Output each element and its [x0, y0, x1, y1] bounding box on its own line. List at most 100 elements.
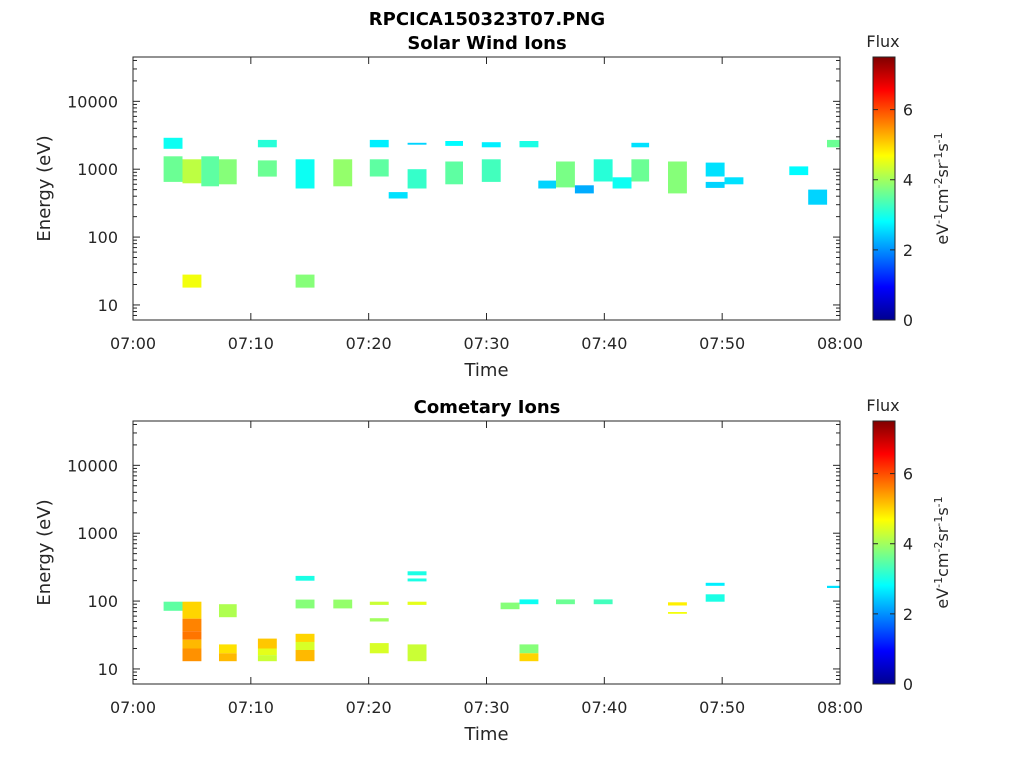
plot-frame [132, 420, 841, 685]
spectrogram-cell [407, 644, 427, 662]
spectrogram-cell [631, 142, 650, 148]
colorbar-tick-label: 2 [903, 605, 913, 624]
spectrogram-cell [445, 161, 463, 185]
colorbar-gradient [872, 420, 896, 685]
spectrogram-cell [519, 653, 539, 662]
spectrogram-cell [705, 162, 725, 177]
spectrogram-cell [182, 631, 202, 640]
x-tick-label: 08:00 [817, 334, 863, 353]
x-axis-label: Time [463, 724, 508, 745]
plot-axes: 07:00 07:10 07:20 07:30 07:40 07:50 08:00 10 100… [34, 420, 863, 745]
spectrogram-cell [257, 160, 277, 177]
x-tick-label: 07:30 [463, 698, 509, 717]
spectrogram-cell [519, 599, 539, 605]
x-axis-label: Time [463, 360, 508, 381]
spectrogram-cell [182, 274, 202, 288]
spectrogram-cell [519, 141, 539, 148]
colorbar: Flux 0 2 4 6 eV-1cm-2sr-1s-1 [866, 396, 952, 694]
spectrogram-cells [163, 137, 840, 288]
colorbar: Flux 0 2 4 6 eV-1cm-2sr-1s-1 [866, 32, 952, 330]
spectrogram-cell [574, 185, 594, 194]
spectrogram-cell [182, 639, 202, 649]
spectrogram-cell [481, 142, 501, 148]
x-tick-label: 07:50 [699, 698, 745, 717]
panel-title: Solar Wind Ions [407, 33, 566, 54]
spectrogram-cell [445, 141, 463, 146]
spectrogram-cell [163, 137, 183, 149]
y-tick-label: 100 [87, 592, 118, 611]
colorbar-label: eV-1cm-2sr-1s-1 [932, 496, 953, 608]
spectrogram-cell [295, 599, 315, 609]
spectrogram-cell [369, 643, 389, 654]
spectrogram-cell [388, 192, 408, 199]
y-tick-label: 1000 [77, 160, 118, 179]
spectrogram-cell [407, 571, 427, 576]
spectrogram-cell [257, 648, 277, 656]
spectrogram-cell [201, 156, 219, 187]
colorbar-tick-label: 0 [903, 675, 913, 694]
spectrogram-cell [295, 650, 315, 662]
colorbar-tick-label: 0 [903, 311, 913, 330]
plot-frame [132, 56, 841, 321]
spectrogram-cells [163, 571, 840, 662]
colorbar-tick-label: 4 [903, 535, 913, 554]
colorbar-tick-label: 2 [903, 241, 913, 260]
spectrogram-cell [333, 159, 353, 187]
spectrogram-cell [219, 644, 237, 654]
colorbar-title: Flux [866, 396, 899, 415]
spectrogram-cell [668, 602, 687, 606]
spectrogram-cell [333, 599, 353, 609]
x-tick-label: 07:50 [699, 334, 745, 353]
y-tick-label: 1000 [77, 524, 118, 543]
spectrogram-cell [163, 601, 183, 611]
spectrogram-cell [257, 139, 277, 148]
spectrogram-cell [407, 142, 427, 145]
spectrogram-cell [705, 594, 725, 602]
colorbar-label: eV-1cm-2sr-1s-1 [932, 132, 953, 244]
x-tick-label: 07:10 [228, 334, 274, 353]
cometary-ions-panel: Cometary Ions 07:00 07:10 07:20 07:30 07:40 0… [34, 396, 952, 745]
colorbar-tick-label: 6 [903, 465, 913, 484]
spectrogram-cell [500, 602, 520, 610]
y-tick-label: 10 [98, 296, 118, 315]
x-tick-label: 07:30 [463, 334, 509, 353]
spectrogram-cell [257, 655, 277, 662]
spectrogram-cell [789, 166, 809, 176]
spectrogram-cell [295, 274, 315, 288]
colorbar-gradient [872, 56, 896, 321]
spectrogram-cell [827, 139, 840, 148]
spectrogram-cell [369, 601, 389, 605]
spectrogram-cell [724, 177, 744, 185]
x-tick-label: 07:40 [581, 334, 627, 353]
y-axis-label: Energy (eV) [34, 499, 55, 605]
x-tick-label: 07:20 [346, 334, 392, 353]
x-tick-label: 07:00 [110, 698, 156, 717]
colorbar-tick-label: 6 [903, 101, 913, 120]
spectrogram-cell [593, 599, 613, 605]
spectrogram-cell [295, 633, 315, 642]
spectrogram-cell [219, 653, 237, 662]
x-tick-label: 08:00 [817, 698, 863, 717]
spectrogram-cell [538, 180, 556, 189]
x-tick-label: 07:20 [346, 698, 392, 717]
spectrogram-cell [705, 582, 725, 586]
spectrogram-cell [705, 181, 725, 188]
colorbar-tick-label: 4 [903, 171, 913, 190]
spectrogram-cell [163, 156, 183, 182]
x-tick-label: 07:10 [228, 698, 274, 717]
spectrogram-cell [612, 177, 632, 189]
spectrogram-cell [481, 159, 501, 182]
spectrogram-cell [182, 648, 202, 662]
spectrogram-cell [407, 601, 427, 605]
spectrogram-cell [182, 159, 202, 184]
spectrogram-cell [295, 641, 315, 650]
spectrogram-cell [668, 161, 687, 194]
spectrogram-cell [257, 638, 277, 649]
spectrogram-cell [219, 604, 237, 618]
y-tick-label: 10000 [67, 456, 118, 475]
y-axis-label: Energy (eV) [34, 135, 55, 241]
spectrogram-cell [407, 169, 427, 189]
colorbar-title: Flux [866, 32, 899, 51]
plot-axes: 07:00 07:10 07:20 07:30 07:40 07:50 08:00 10 100… [34, 56, 863, 381]
